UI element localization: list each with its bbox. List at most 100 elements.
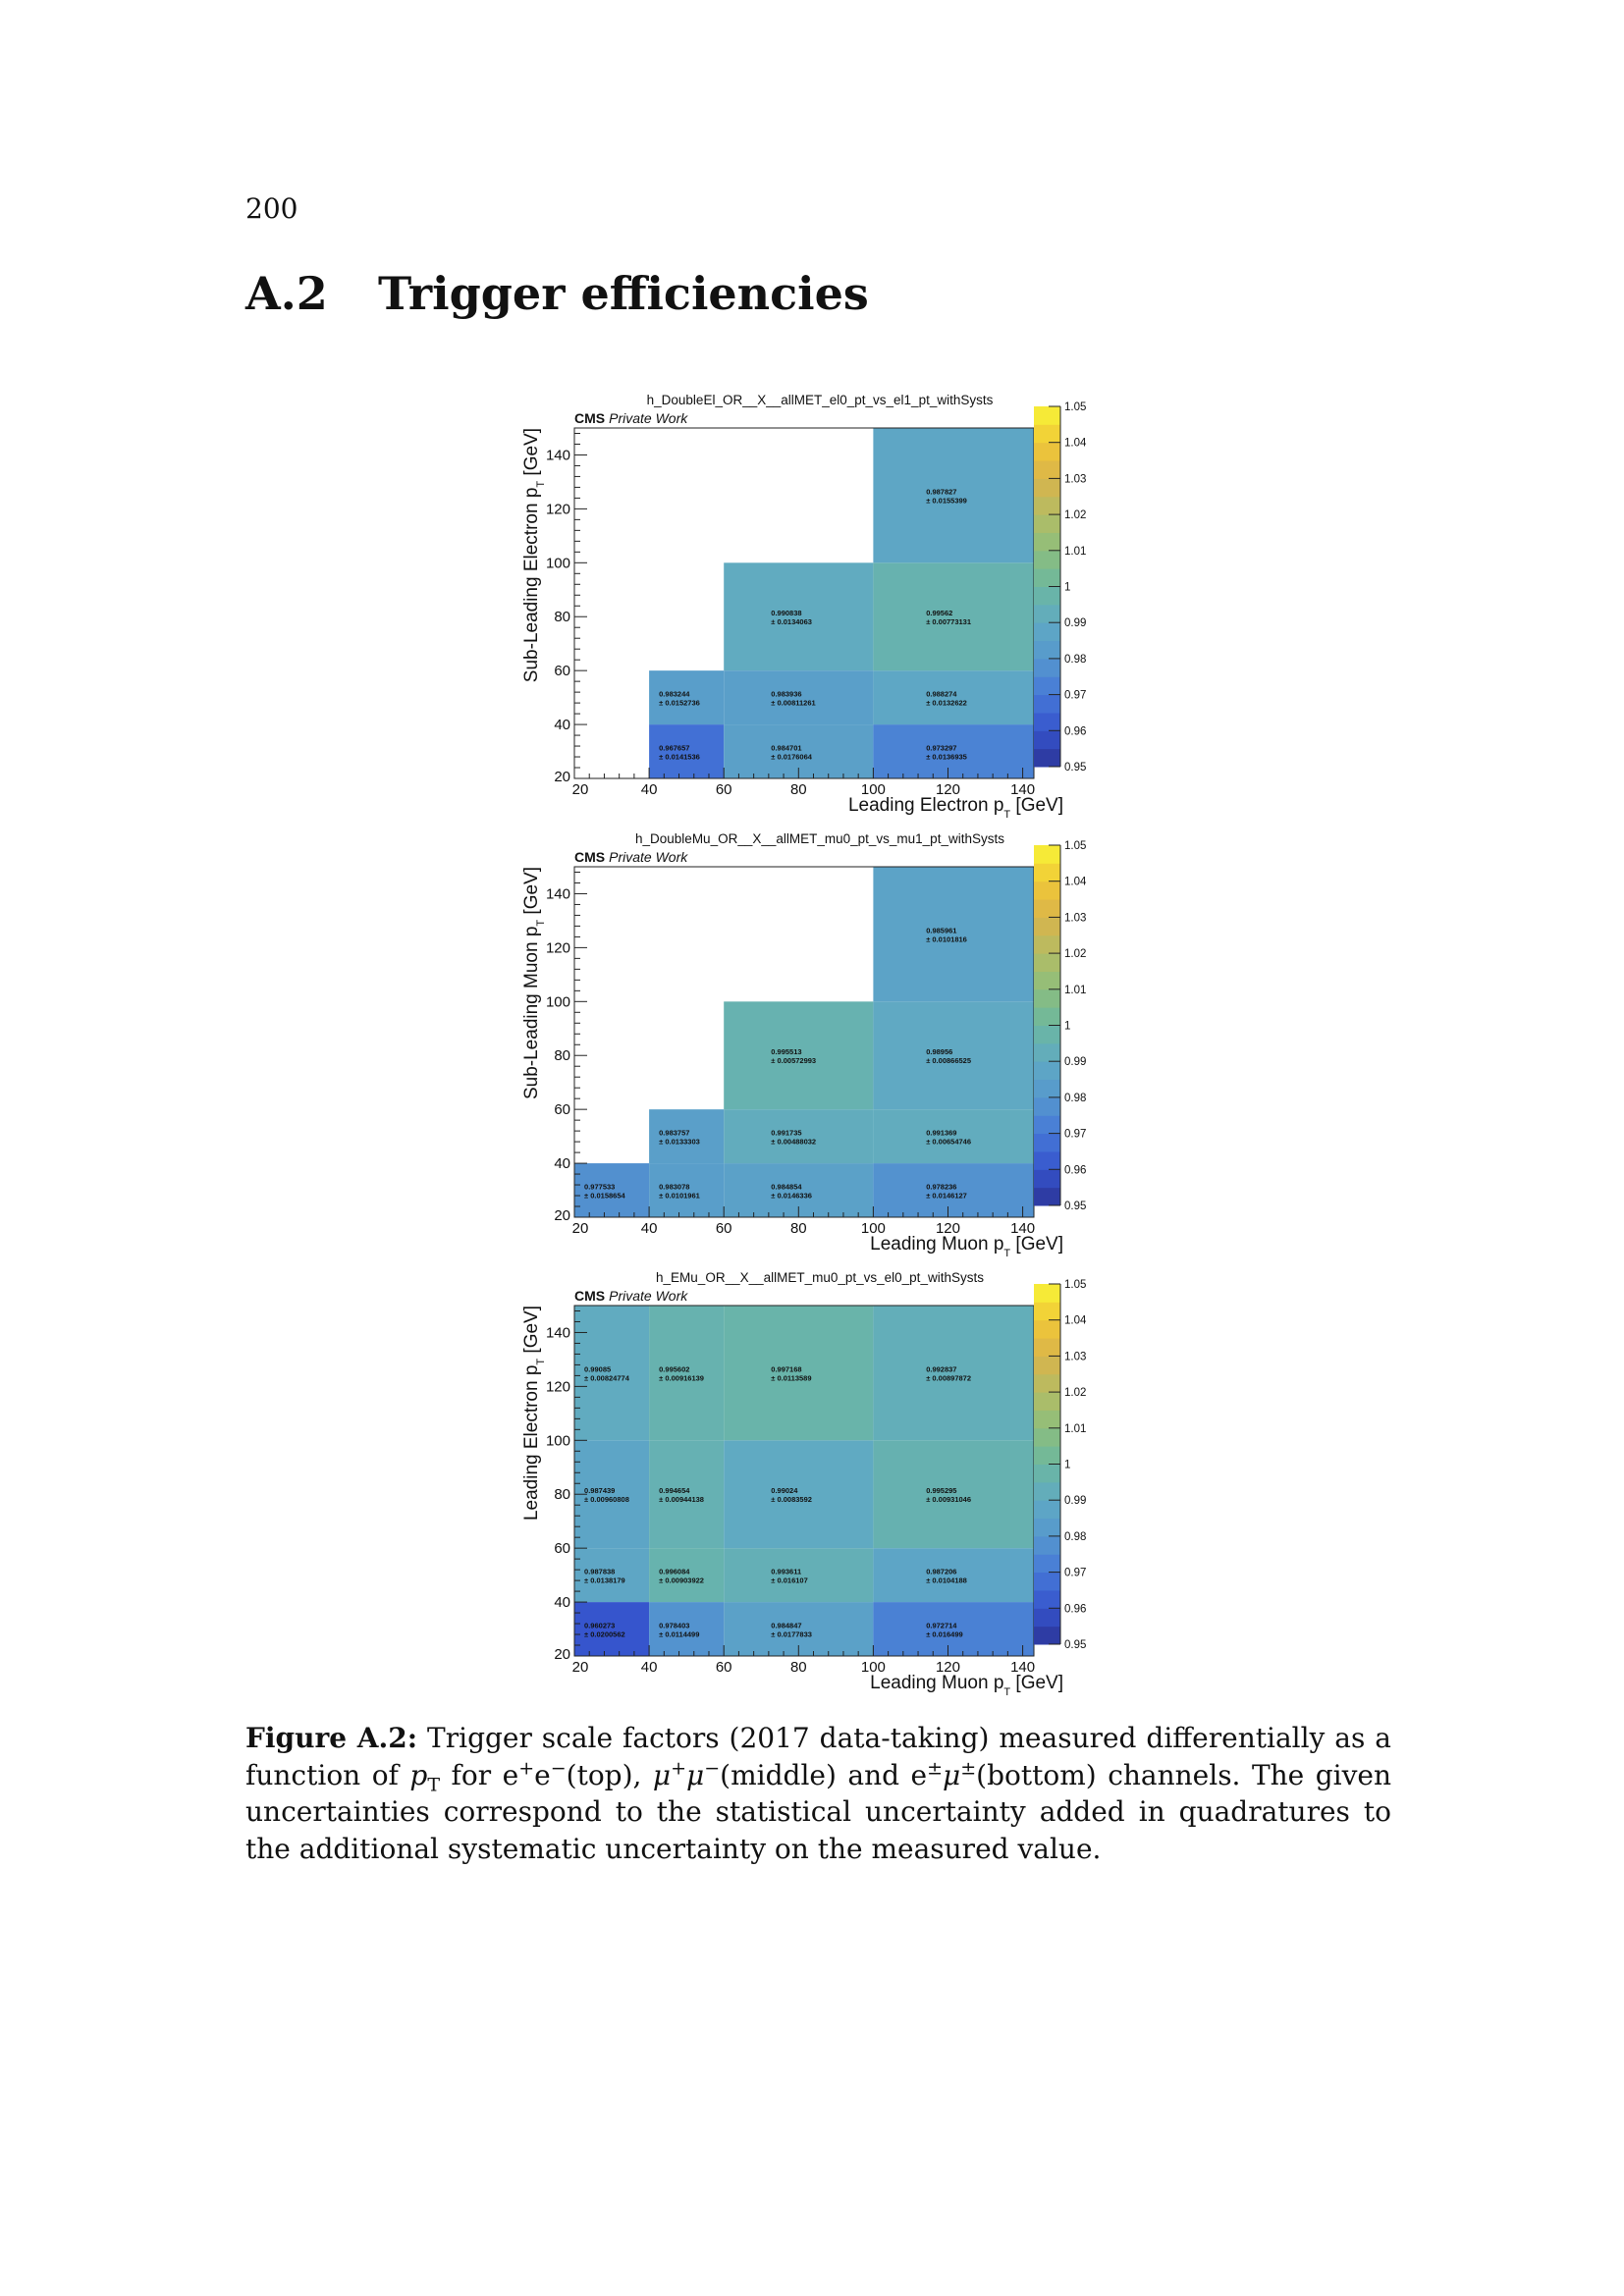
cell-value: 0.987439 bbox=[584, 1486, 615, 1495]
colorbar-tick-label: 1.03 bbox=[1064, 1351, 1086, 1362]
colorbar-tick-label: 1.05 bbox=[1064, 840, 1086, 852]
colorbar-segment bbox=[1034, 899, 1060, 918]
colorbar-segment bbox=[1034, 971, 1060, 990]
caption-segment: ± bbox=[927, 1757, 944, 1780]
colorbar-segment bbox=[1034, 1535, 1060, 1555]
y-axis-label-main: Sub-Leading Electron p bbox=[521, 488, 542, 683]
colorbar-segment bbox=[1034, 694, 1060, 714]
colorbar-tick-label: 0.96 bbox=[1064, 1603, 1086, 1615]
cell-value: 0.984847 bbox=[771, 1622, 801, 1630]
colorbar-tick-label: 0.97 bbox=[1064, 1129, 1086, 1141]
cell-error: ± 0.0152736 bbox=[659, 699, 700, 708]
heatmap-cell bbox=[873, 428, 1034, 563]
colorbar-tick-label: 1.02 bbox=[1064, 948, 1086, 960]
colorbar-segment bbox=[1034, 658, 1060, 677]
cell-error: ± 0.00944138 bbox=[659, 1495, 704, 1504]
colorbar-segment bbox=[1034, 496, 1060, 515]
x-tick-label: 140 bbox=[1010, 781, 1035, 798]
colorbar-tick-label: 0.95 bbox=[1064, 1201, 1086, 1212]
cell-error: ± 0.00897872 bbox=[926, 1374, 971, 1383]
colorbar-segment bbox=[1034, 460, 1060, 479]
colorbar-tick-label: 0.95 bbox=[1064, 1639, 1086, 1651]
cell-error: ± 0.00488032 bbox=[771, 1138, 816, 1147]
heatmap-emu-svg: 0.960273± 0.0200562 0.978403± 0.0114499 0.… bbox=[521, 1270, 1087, 1698]
x-tick-label: 120 bbox=[936, 1659, 960, 1676]
cell-error: ± 0.00811261 bbox=[771, 699, 815, 708]
x-axis-label-sub: T bbox=[1003, 1686, 1010, 1698]
colorbar-segment bbox=[1034, 1608, 1060, 1628]
cell-error: ± 0.0113589 bbox=[771, 1374, 811, 1383]
cell-value: 0.984854 bbox=[771, 1183, 802, 1192]
cell-value: 0.995295 bbox=[926, 1486, 956, 1495]
x-axis-label-main: Leading Muon p bbox=[870, 1234, 1003, 1255]
x-tick-label: 40 bbox=[641, 781, 658, 798]
y-axis-label-main: Leading Electron p bbox=[521, 1365, 542, 1521]
cell-error: ± 0.0101816 bbox=[926, 935, 967, 944]
colorbar-segment bbox=[1034, 406, 1060, 425]
cell-error: ± 0.016499 bbox=[926, 1630, 962, 1639]
cell-value: 0.988274 bbox=[926, 690, 957, 699]
cell-value: 0.978403 bbox=[659, 1622, 689, 1630]
cell-value: 0.983936 bbox=[771, 690, 801, 699]
caption-label: Figure A.2: bbox=[245, 1722, 418, 1754]
colorbar-segment bbox=[1034, 1169, 1060, 1189]
heatmap-cell bbox=[873, 867, 1034, 1002]
colorbar-segment bbox=[1034, 676, 1060, 696]
y-axis-label-unit: [GeV] bbox=[521, 428, 542, 481]
y-tick-label: 120 bbox=[546, 1378, 570, 1395]
colorbar-segment bbox=[1034, 1150, 1060, 1170]
heatmap-cell bbox=[873, 670, 1034, 725]
y-tick-label: 60 bbox=[554, 1540, 570, 1557]
cell-value: 0.993611 bbox=[771, 1568, 801, 1576]
cell-error: ± 0.0146127 bbox=[926, 1192, 967, 1201]
cms-label: CMS Private Work bbox=[574, 849, 688, 865]
colorbar-segment bbox=[1034, 1500, 1060, 1520]
cell-error: ± 0.00773131 bbox=[926, 617, 971, 626]
y-axis-label: Leading Electron pT [GeV] bbox=[521, 1306, 547, 1521]
colorbar-segment bbox=[1034, 1061, 1060, 1081]
colorbar-segment bbox=[1034, 1042, 1060, 1062]
section-title: Trigger efficiencies bbox=[378, 267, 869, 320]
page-number: 200 bbox=[245, 192, 298, 225]
cell-value: 0.985961 bbox=[926, 927, 956, 935]
heatmap-emu: 0.960273 ± 0.0200562 0.978403 ± 0.0114499 0.… bbox=[516, 1264, 1115, 1701]
colorbar-segment bbox=[1034, 1356, 1060, 1375]
x-tick-label: 120 bbox=[936, 781, 960, 798]
colorbar-segment bbox=[1034, 586, 1060, 606]
x-tick-label: 60 bbox=[716, 1659, 732, 1676]
heatmap-cell bbox=[873, 1163, 1034, 1217]
caption-segment: (middle) and e bbox=[720, 1758, 928, 1791]
colorbar-tick-label: 0.99 bbox=[1064, 617, 1086, 629]
y-axis-label-sub: T bbox=[535, 920, 547, 927]
y-tick-label: 80 bbox=[554, 1047, 570, 1064]
x-axis-label-unit: [GeV] bbox=[1010, 1234, 1063, 1255]
cell-error: ± 0.00903922 bbox=[659, 1576, 704, 1585]
colorbar-segment bbox=[1034, 1554, 1060, 1574]
cms-label-italic: Private Work bbox=[609, 1288, 688, 1304]
heatmap-cell bbox=[724, 562, 874, 671]
colorbar-tick-label: 0.98 bbox=[1064, 1531, 1086, 1543]
colorbar-tick-label: 0.96 bbox=[1064, 725, 1086, 737]
caption-segment: for e bbox=[440, 1758, 519, 1791]
cell-error: ± 0.00960808 bbox=[584, 1495, 629, 1504]
figure-caption: Figure A.2: Trigger scale factors (2017 … bbox=[245, 1720, 1391, 1867]
heatmap-cell bbox=[724, 1306, 874, 1441]
cell-value: 0.967657 bbox=[659, 744, 689, 753]
heatmap-cell bbox=[724, 1109, 874, 1164]
y-axis-label: Sub-Leading Electron pT [GeV] bbox=[521, 428, 547, 682]
heatmap-mumu: 0.977533 ± 0.0158654 0.983078 ± 0.0101961 0.… bbox=[516, 826, 1115, 1262]
colorbar-segment bbox=[1034, 568, 1060, 587]
cell-error: ± 0.0101961 bbox=[659, 1192, 700, 1201]
colorbar-segment bbox=[1034, 1427, 1060, 1447]
heatmap-cell bbox=[649, 724, 725, 778]
cms-label-bold: CMS bbox=[574, 410, 605, 426]
x-tick-label: 140 bbox=[1010, 1220, 1035, 1237]
x-axis-label-sub: T bbox=[1003, 1248, 1010, 1259]
cell-value: 0.99085 bbox=[584, 1365, 611, 1374]
x-axis-label-unit: [GeV] bbox=[1010, 795, 1063, 816]
colorbar-tick-label: 1.01 bbox=[1064, 1423, 1086, 1435]
colorbar-segment bbox=[1034, 532, 1060, 552]
heatmap-cell bbox=[724, 1548, 874, 1603]
y-tick-label: 60 bbox=[554, 1101, 570, 1118]
caption-segment: + bbox=[671, 1757, 687, 1780]
